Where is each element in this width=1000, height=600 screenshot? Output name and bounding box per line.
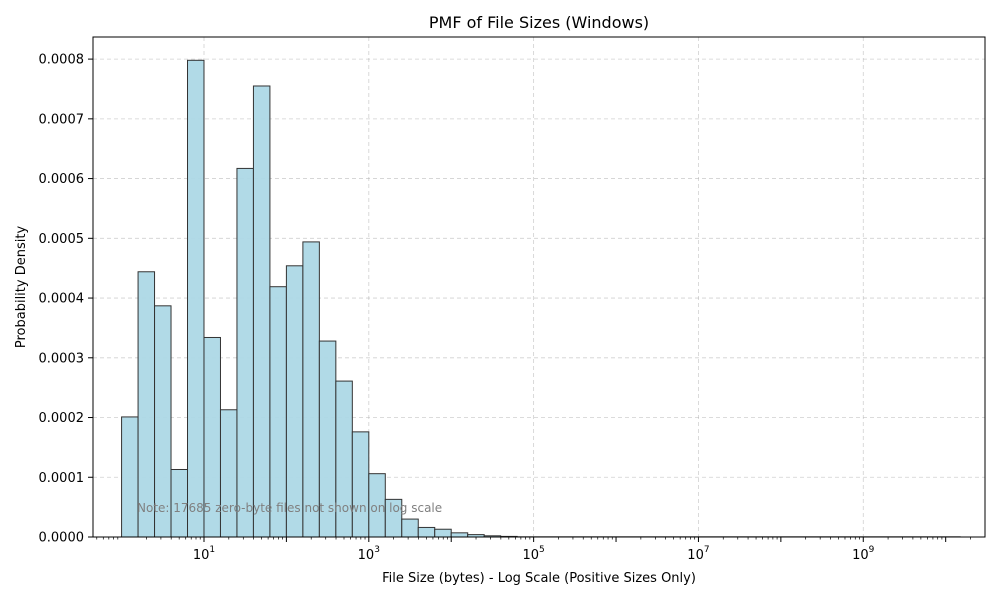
x-axis-ticks: 101 103 105 107 109 <box>96 537 971 563</box>
histogram-bar <box>137 271 156 538</box>
histogram-bar <box>434 528 452 538</box>
y-tick-label: 0.0001 <box>39 471 85 486</box>
plot-area <box>92 36 986 538</box>
histogram-bar <box>252 85 271 538</box>
histogram-bar <box>219 409 238 538</box>
y-tick-label: 0.0007 <box>39 112 85 127</box>
histogram-bar <box>285 265 304 538</box>
histogram-bar <box>351 431 370 538</box>
histogram-bar <box>187 59 205 538</box>
x-tick-label: 101 <box>193 545 215 563</box>
zero-byte-note: Note: 17685 zero-byte files not shown on… <box>137 501 442 515</box>
y-tick-label: 0.0006 <box>39 172 85 187</box>
y-tick-label: 0.0003 <box>39 351 85 366</box>
y-tick-label: 0.0000 <box>39 531 85 546</box>
y-axis-label: Probability Density <box>14 226 29 349</box>
histogram-bar <box>302 241 320 538</box>
histogram-bar <box>401 518 419 538</box>
x-axis-label: File Size (bytes) - Log Scale (Positive … <box>382 571 696 586</box>
histogram-bar <box>121 416 139 538</box>
histogram-bar <box>236 167 254 538</box>
y-tick-label: 0.0005 <box>39 232 85 247</box>
y-tick-label: 0.0008 <box>39 53 85 68</box>
histogram-bar <box>450 532 469 538</box>
y-tick-label: 0.0004 <box>39 292 85 307</box>
histogram-bar <box>269 286 287 538</box>
x-tick-label: 103 <box>358 545 380 563</box>
y-axis-ticks: 0.0000 0.0001 0.0002 0.0003 0.0004 0.0005 0.00… <box>39 53 93 546</box>
y-tick-label: 0.0002 <box>39 411 85 426</box>
x-tick-label: 107 <box>687 545 709 563</box>
histogram-bar <box>417 526 436 538</box>
x-tick-label: 109 <box>852 545 875 563</box>
chart-title: PMF of File Sizes (Windows) <box>429 13 649 32</box>
histogram-bars <box>121 59 961 538</box>
x-tick-label: 105 <box>522 545 544 563</box>
